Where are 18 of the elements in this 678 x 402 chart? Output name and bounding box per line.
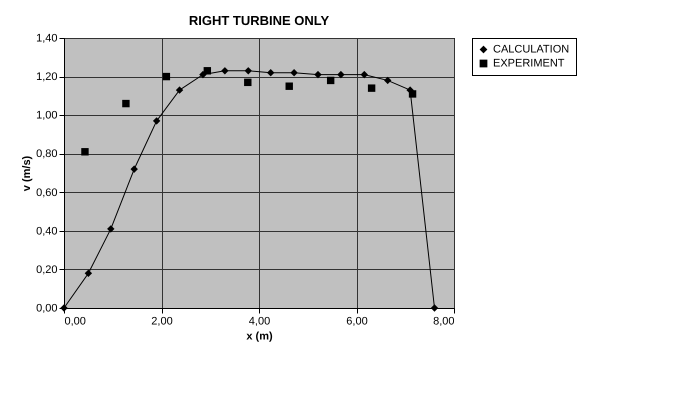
- x-tick-label: 0,00: [64, 316, 86, 328]
- y-tick-label: 0,40: [36, 225, 58, 238]
- y-axis-title: v (m/s): [21, 155, 34, 192]
- legend-label: EXPERIMENT: [493, 58, 565, 70]
- legend-label: CALCULATION: [493, 44, 570, 56]
- x-tick-label: 4,00: [248, 316, 270, 328]
- x-tick-label: 2,00: [151, 316, 173, 328]
- y-tick-label: 0,60: [36, 186, 58, 199]
- x-tick-label: 8,00: [433, 316, 454, 328]
- x-tick-label: 6,00: [346, 316, 368, 328]
- chart-title: RIGHT TURBINE ONLY: [188, 13, 330, 28]
- y-tick-label: 1,40: [36, 32, 58, 44]
- x-axis-title: x (m): [246, 330, 273, 342]
- y-tick-label: 1,00: [36, 110, 58, 122]
- y-tick-label: 0,00: [36, 302, 58, 314]
- y-tick-label: 1,20: [36, 71, 58, 84]
- y-tick-label: 0,20: [36, 264, 58, 276]
- y-tick-label: 0,80: [36, 148, 58, 160]
